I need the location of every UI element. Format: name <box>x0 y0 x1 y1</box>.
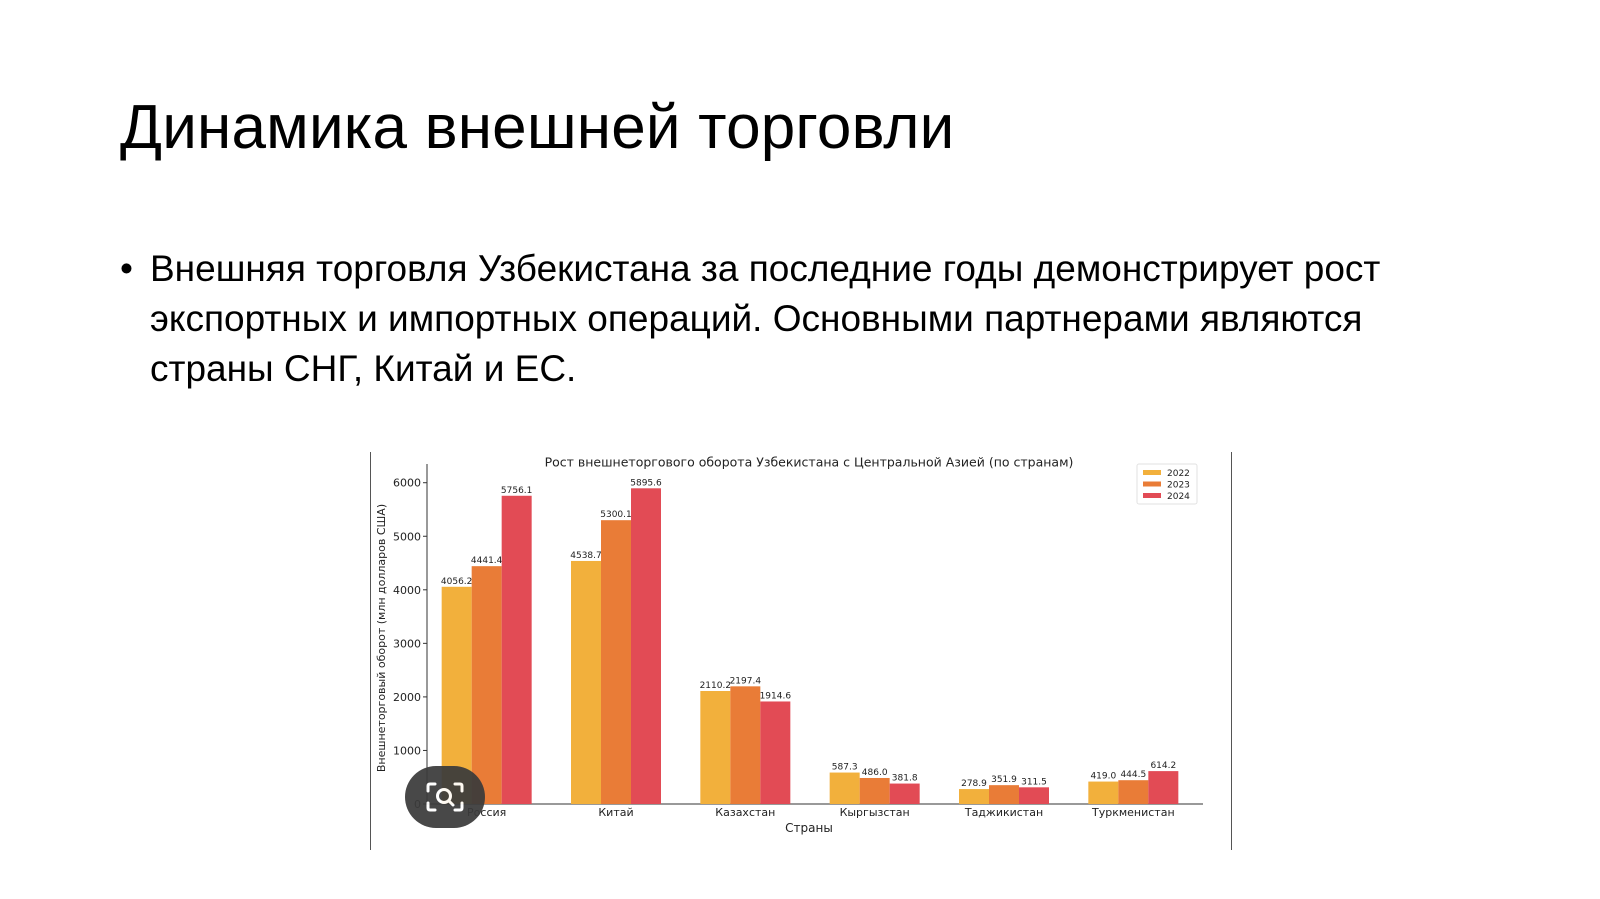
x-tick-label: Таджикистан <box>964 806 1043 819</box>
legend-swatch <box>1143 470 1161 475</box>
x-tick-label: Казахстан <box>715 806 775 819</box>
bar <box>959 789 989 804</box>
bar <box>631 488 661 804</box>
x-tick-label: Туркменистан <box>1091 806 1175 819</box>
y-tick-label: 1000 <box>393 744 421 757</box>
legend-label: 2023 <box>1167 481 1190 491</box>
bar-value-label: 5756.1 <box>501 486 533 496</box>
bar-value-label: 587.3 <box>832 763 858 773</box>
bar <box>730 686 761 804</box>
bar <box>989 785 1019 804</box>
chart-image: Рост внешнеторгового оборота Узбекистана… <box>370 452 1232 850</box>
y-tick-label: 6000 <box>393 477 421 490</box>
bar-value-label: 1914.6 <box>760 691 792 701</box>
bar-value-label: 5300.1 <box>600 510 632 520</box>
legend-label: 2022 <box>1167 469 1190 479</box>
y-tick-label: 4000 <box>393 584 421 597</box>
bar-value-label: 614.2 <box>1150 761 1176 771</box>
bar-value-label: 4056.2 <box>441 577 473 587</box>
bar <box>1118 780 1149 804</box>
legend-swatch <box>1143 481 1161 487</box>
bar <box>601 520 631 804</box>
slide-title: Динамика внешней торговли <box>120 93 955 162</box>
bar <box>829 772 860 804</box>
bar <box>571 560 601 804</box>
bar <box>889 783 920 804</box>
x-tick-label: Кыргызстан <box>840 806 910 819</box>
y-tick-label: 5000 <box>393 530 421 543</box>
bullet-item: • Внешняя торговля Узбекистана за послед… <box>120 244 1470 394</box>
legend-label: 2024 <box>1167 492 1190 502</box>
screen-search-button[interactable] <box>405 766 485 828</box>
bar <box>1019 787 1049 804</box>
x-tick-label: Китай <box>598 806 633 819</box>
x-axis-label: Страны <box>785 821 833 835</box>
bar <box>760 701 791 804</box>
y-tick-label: 2000 <box>393 691 421 704</box>
bullet-dot: • <box>120 248 133 289</box>
bar-value-label: 2197.4 <box>730 676 762 686</box>
bar <box>471 566 502 804</box>
bar-value-label: 444.5 <box>1120 770 1146 780</box>
chart-title: Рост внешнеторгового оборота Узбекистана… <box>545 455 1074 470</box>
bar <box>859 777 890 804</box>
bullet-text: Внешняя торговля Узбекистана за последни… <box>150 248 1381 389</box>
y-tick-label: 3000 <box>393 637 421 650</box>
y-axis-label: Внешнеторговый оборот (млн долларов США) <box>375 504 388 772</box>
bar-value-label: 5895.6 <box>630 478 662 488</box>
bar <box>700 691 731 804</box>
bar-value-label: 311.5 <box>1021 777 1047 787</box>
bar <box>501 495 532 804</box>
bar-value-label: 2110.2 <box>700 681 732 691</box>
bar-chart: Рост внешнеторгового оборота Узбекистана… <box>375 455 1203 835</box>
bar-value-label: 4538.7 <box>570 551 602 561</box>
bar-value-label: 4441.4 <box>471 556 503 566</box>
bar-value-label: 381.8 <box>892 774 918 784</box>
screen-search-icon <box>426 782 464 812</box>
bar <box>1088 781 1119 804</box>
bar-value-label: 278.9 <box>961 779 987 789</box>
legend-swatch <box>1143 493 1161 498</box>
bar-value-label: 419.0 <box>1090 772 1116 782</box>
bar-value-label: 351.9 <box>991 775 1017 785</box>
bar <box>1148 771 1179 804</box>
bar-value-label: 486.0 <box>862 768 888 778</box>
